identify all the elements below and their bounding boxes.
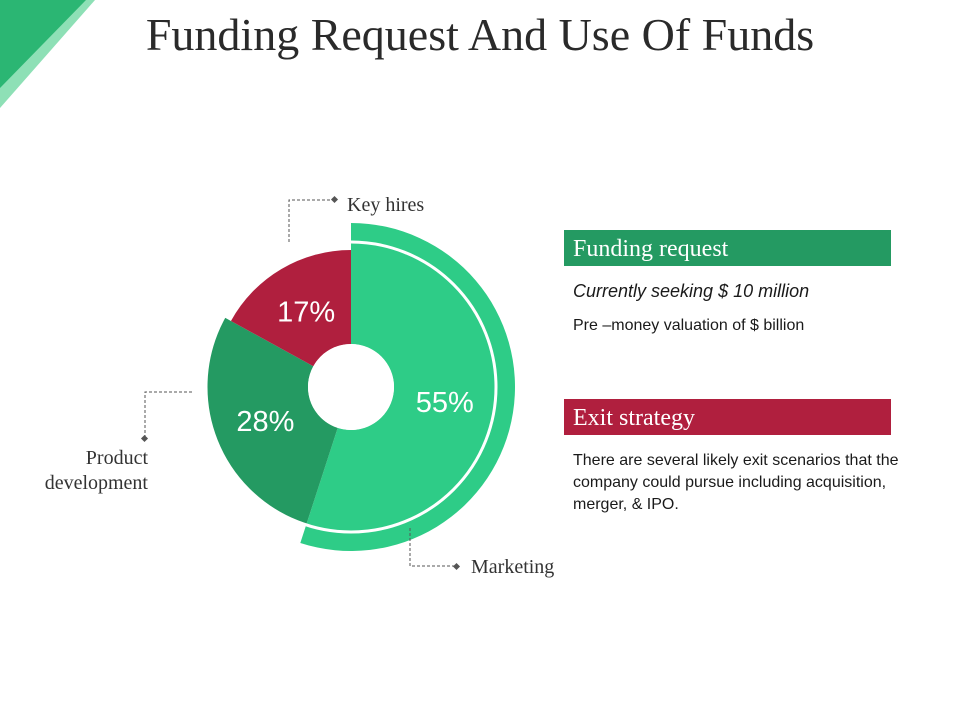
leader-markers (140, 195, 461, 571)
inner-ring-line (204, 240, 498, 534)
page-title: Funding Request And Use Of Funds (145, 9, 815, 60)
donut-hole (308, 344, 394, 430)
label-product-line2: development (44, 472, 148, 494)
corner-decoration (0, 0, 95, 108)
pct-label-key-hires: 17% (277, 296, 335, 328)
exit-strategy-text: There are several likely exit scenarios … (573, 452, 899, 513)
slice-key-hires (230, 250, 351, 367)
leader-lines (144, 199, 456, 567)
funding-valuation-text: Pre –money valuation of $ billion (573, 317, 805, 334)
pct-label-marketing: 55% (416, 387, 474, 419)
funding-seeking-text: Currently seeking $ 10 million (573, 281, 810, 301)
leader-key-hires (288, 199, 335, 242)
exit-strategy-heading: Exit strategy (564, 399, 891, 435)
slice-product-development (205, 317, 338, 525)
funding-request-heading: Funding request (564, 230, 891, 266)
leader-marketing (409, 528, 456, 567)
pct-label-product-development: 28% (236, 406, 294, 438)
label-product-development: Product development (20, 446, 148, 496)
label-key-hires: Key hires (347, 194, 425, 216)
slice-marketing (300, 223, 515, 551)
label-product-line1: Product (85, 447, 148, 469)
leader-product (144, 391, 192, 437)
label-marketing: Marketing (471, 556, 555, 578)
